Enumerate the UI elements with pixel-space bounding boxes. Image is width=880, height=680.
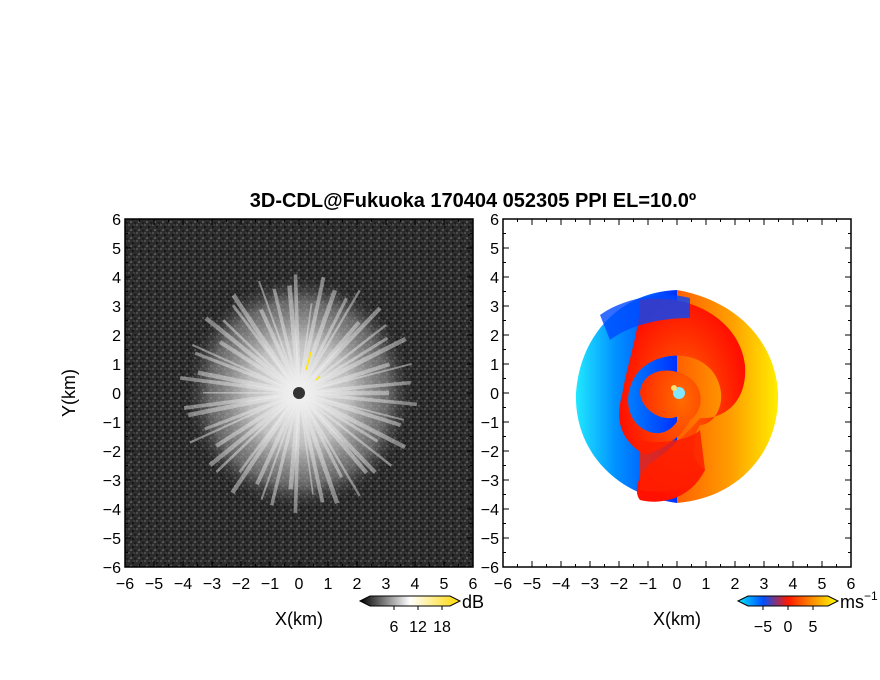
colorbar-unit: ms−1 <box>840 589 878 612</box>
x-tick-label: −5 <box>145 576 163 593</box>
x-tick-label: 5 <box>440 576 449 593</box>
reflectivity-echo <box>179 274 418 513</box>
x-tick-label: −6 <box>494 576 512 593</box>
y-tick-label: 6 <box>112 212 121 229</box>
chart-title: 3D-CDL@Fukuoka 170404 052305 PPI EL=10.0… <box>250 190 696 212</box>
reflectivity-colorbar: 6 12 18 dB <box>358 592 484 636</box>
x-tick-label: 6 <box>469 576 478 593</box>
x-tick-label: 1 <box>324 576 333 593</box>
y-tick-label: 5 <box>112 241 121 258</box>
reflectivity-panel: −6 −5 −4 −3 −2 −1 0 1 2 3 4 5 6 −6 −5 −4 −3 −2 −1 0 1 2 3 4 5 6 <box>103 212 478 593</box>
y-axis-title: Y(km) <box>59 369 79 417</box>
y-tick-label: 2 <box>490 328 499 345</box>
x-tick-label: 2 <box>731 576 740 593</box>
y-tick-label: −3 <box>481 473 499 490</box>
y-tick-label: 6 <box>490 212 499 229</box>
x-axis-title-left: X(km) <box>275 609 323 629</box>
x-tick-label: −3 <box>581 576 599 593</box>
x-tick-label: 2 <box>353 576 362 593</box>
colorbar-tick-label: 0 <box>784 619 793 636</box>
colorbar-tick-label: 5 <box>809 619 818 636</box>
colorbar-strip <box>358 595 462 607</box>
colorbar-strip <box>736 595 840 607</box>
x-tick-label: 6 <box>847 576 856 593</box>
x-tick-label: 0 <box>295 576 304 593</box>
y-tick-label: −1 <box>103 415 121 432</box>
y-tick-label: −3 <box>103 473 121 490</box>
y-tick-label: 0 <box>112 386 121 403</box>
y-tick-label: −1 <box>481 415 499 432</box>
x-tick-label: −4 <box>552 576 570 593</box>
colorbar-tick-label: 6 <box>390 619 399 636</box>
x-tick-label: −5 <box>523 576 541 593</box>
y-tick-label: −5 <box>481 531 499 548</box>
y-tick-label: 5 <box>490 241 499 258</box>
y-tick-label: −6 <box>481 560 499 577</box>
x-tick-label: −1 <box>639 576 657 593</box>
velocity-field <box>575 290 779 503</box>
radar-site-marker <box>293 387 305 399</box>
y-tick-label: 3 <box>490 299 499 316</box>
y-tick-label: 1 <box>112 357 121 374</box>
x-tick-label: 4 <box>789 576 798 593</box>
y-tick-label: −4 <box>481 502 499 519</box>
x-tick-label: −2 <box>610 576 628 593</box>
y-tick-label: 2 <box>112 328 121 345</box>
y-tick-label: 0 <box>490 386 499 403</box>
colorbar-tick-label: 12 <box>409 619 427 636</box>
colorbar-tick-label: −5 <box>754 619 772 636</box>
x-tick-label: 1 <box>702 576 711 593</box>
x-tick-label: 0 <box>673 576 682 593</box>
y-tick-label: 4 <box>490 270 499 287</box>
x-tick-label: −3 <box>203 576 221 593</box>
y-tick-label: −6 <box>103 560 121 577</box>
y-tick-label: −2 <box>103 444 121 461</box>
x-tick-label: −6 <box>116 576 134 593</box>
x-tick-label: 4 <box>411 576 420 593</box>
x-tick-label: 3 <box>382 576 391 593</box>
y-tick-label: −4 <box>103 502 121 519</box>
y-tick-label: 4 <box>112 270 121 287</box>
y-tick-label: −2 <box>481 444 499 461</box>
y-tick-label: −5 <box>103 531 121 548</box>
x-tick-label: 3 <box>760 576 769 593</box>
x-tick-label: 5 <box>818 576 827 593</box>
y-tick-label: 3 <box>112 299 121 316</box>
velocity-panel: −6 −5 −4 −3 −2 −1 0 1 2 3 4 5 6 −6 −5 −4 −3 −2 −1 0 1 2 3 4 5 6 <box>481 212 856 593</box>
x-tick-label: −2 <box>232 576 250 593</box>
x-axis-title-right: X(km) <box>653 609 701 629</box>
x-tick-label: −1 <box>261 576 279 593</box>
x-tick-label: −4 <box>174 576 192 593</box>
colorbar-tick-label: 18 <box>433 619 451 636</box>
colorbar-unit: dB <box>462 592 484 612</box>
y-tick-label: 1 <box>490 357 499 374</box>
velocity-colorbar: −5 0 5 ms−1 <box>736 589 878 636</box>
